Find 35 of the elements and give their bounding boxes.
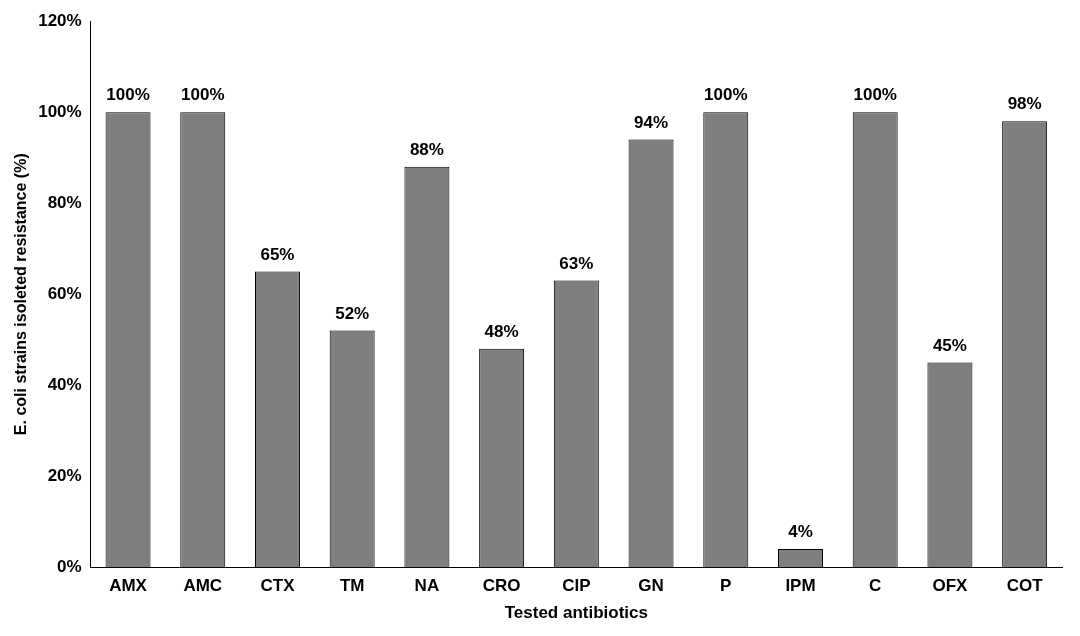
x-tick-label: CIP bbox=[562, 576, 591, 596]
data-label: 45% bbox=[932, 335, 967, 355]
x-tick-label: IPM bbox=[785, 576, 816, 596]
x-tick-label: NA bbox=[414, 576, 440, 596]
y-tick-label: 80% bbox=[47, 192, 82, 212]
y-tick-label: 100% bbox=[38, 101, 82, 121]
data-label: 63% bbox=[559, 253, 594, 273]
y-tick-label: 60% bbox=[47, 283, 82, 303]
x-tick-label: COT bbox=[1006, 576, 1044, 596]
data-label: 100% bbox=[704, 85, 748, 105]
data-label: 94% bbox=[634, 112, 669, 132]
y-tick-label: 20% bbox=[47, 465, 82, 485]
x-tick-label: P bbox=[720, 576, 732, 596]
data-label: 100% bbox=[853, 85, 897, 105]
x-tick-label: OFX bbox=[932, 576, 969, 596]
x-tick-label: CRO bbox=[482, 576, 521, 596]
y-tick-label: 120% bbox=[38, 10, 82, 30]
x-axis-title: Tested antibiotics bbox=[504, 603, 648, 623]
data-label: 88% bbox=[409, 139, 444, 159]
x-tick-label: GN bbox=[638, 576, 664, 596]
data-label: 4% bbox=[788, 522, 813, 542]
x-tick-label: AMX bbox=[109, 576, 148, 596]
y-axis-title: E. coli strains isoleted resistance (%) bbox=[12, 153, 30, 436]
data-label: 100% bbox=[181, 85, 225, 105]
y-tick-label: 40% bbox=[47, 374, 82, 394]
data-label: 48% bbox=[484, 321, 519, 341]
data-label: 100% bbox=[106, 85, 150, 105]
x-tick-label: C bbox=[869, 576, 882, 596]
data-label: 52% bbox=[335, 303, 370, 323]
y-tick-label: 0% bbox=[57, 556, 82, 576]
data-label: 98% bbox=[1007, 94, 1042, 114]
x-tick-label: TM bbox=[339, 576, 365, 596]
x-tick-label: AMC bbox=[183, 576, 223, 596]
data-label: 65% bbox=[260, 244, 295, 264]
x-tick-label: CTX bbox=[260, 576, 296, 596]
